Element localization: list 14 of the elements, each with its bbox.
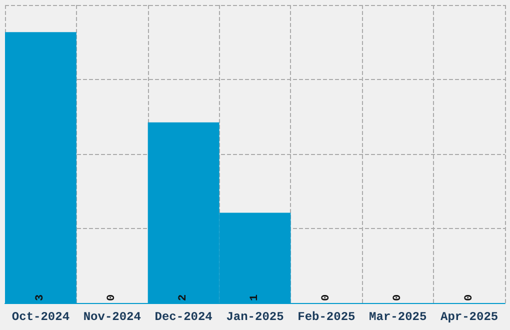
data-label: 0 (320, 294, 332, 301)
x-tick-label: Feb-2025 (298, 310, 356, 324)
data-label: 1 (249, 294, 261, 301)
x-tick-label: Dec-2024 (154, 310, 212, 324)
data-label: 3 (34, 294, 47, 301)
data-label: 0 (392, 294, 404, 301)
data-label: 0 (463, 294, 476, 301)
x-tick-label: Oct-2024 (12, 310, 70, 324)
x-tick-label: Apr-2025 (440, 310, 498, 324)
x-tick-label: Jan-2025 (226, 310, 284, 324)
data-label: 0 (106, 294, 118, 301)
x-tick-label: Mar-2025 (369, 310, 427, 324)
data-label: 2 (178, 294, 190, 301)
x-tick-label: Nov-2024 (83, 310, 141, 324)
